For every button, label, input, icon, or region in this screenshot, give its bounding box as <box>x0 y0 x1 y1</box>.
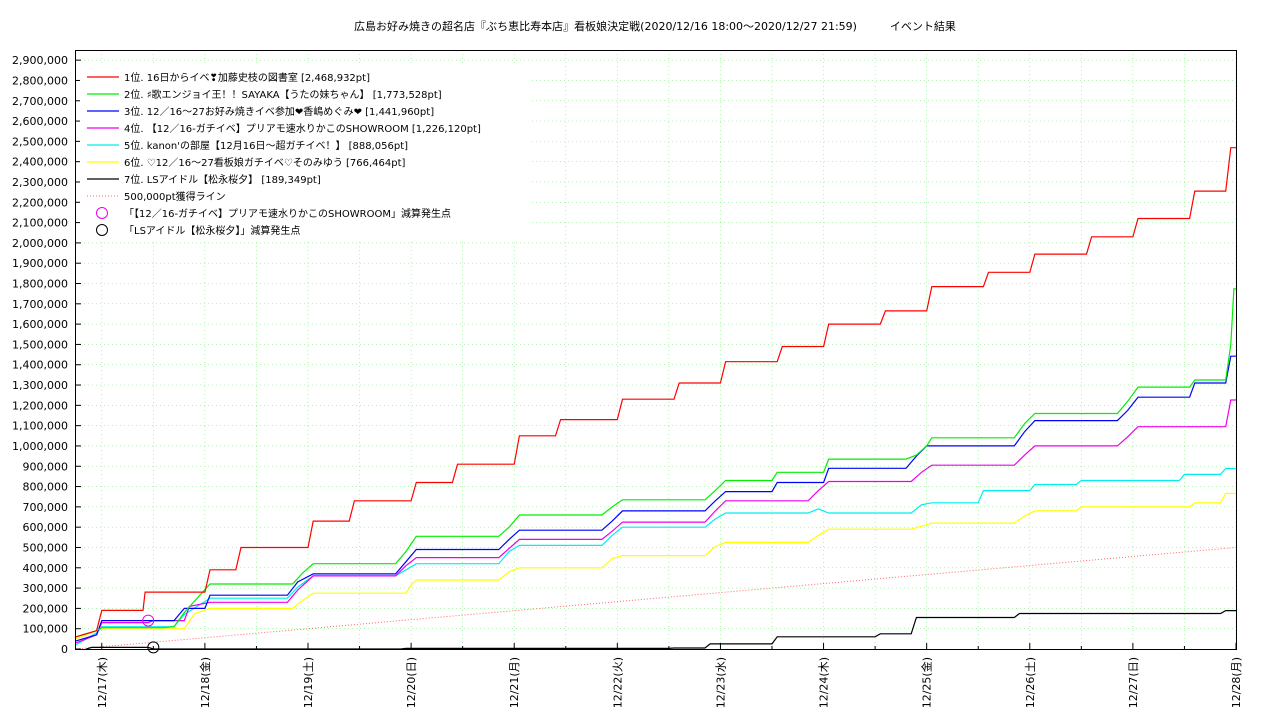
x-axis: 12/17(木) 12/18(金) 12/19(土) 12/20(日) 12/21(月)… <box>96 643 1243 708</box>
y-tick-label: 100,000 <box>23 623 69 636</box>
marker-points <box>142 614 160 654</box>
y-tick-label: 1,600,000 <box>12 318 68 331</box>
y-tick-label: 2,300,000 <box>12 176 68 189</box>
x-tick-label: 12/28(月) <box>1230 657 1243 708</box>
y-tick-label: 1,000,000 <box>12 440 68 453</box>
x-tick-label: 12/20(日) <box>405 657 418 708</box>
y-tick-label: 1,500,000 <box>12 338 68 351</box>
y-tick-label: 700,000 <box>23 501 69 514</box>
plot-frame <box>75 50 1237 650</box>
y-tick-label: 2,100,000 <box>12 217 68 230</box>
series-line-2 <box>75 288 1236 638</box>
y-tick-label: 2,500,000 <box>12 135 68 148</box>
y-tick-label: 2,200,000 <box>12 196 68 209</box>
reference-line <box>75 546 1237 650</box>
x-tick-label: 12/18(金) <box>198 657 212 708</box>
y-axis: 0 100,000 200,000 300,000 400,000 500,000 600,… <box>12 54 81 656</box>
legend-label: 3位. 12／16〜27お好み焼きイベ参加❤香嶋めぐみ❤ [1,441,960p… <box>124 105 434 118</box>
legend: 1位. 16日からイベ❣加藤史枝の図書室 [2,468,932pt] 2位. ♯歌… <box>80 66 532 242</box>
x-tick-label: 12/19(土) <box>302 657 315 708</box>
marker-point-1 <box>142 614 155 627</box>
series-line-4 <box>75 399 1236 644</box>
y-tick-label: 1,300,000 <box>12 379 68 392</box>
y-tick-label: 1,800,000 <box>12 278 68 291</box>
x-tick-label: 12/23(水) <box>714 657 727 708</box>
legend-label: 5位. kanon'の部屋【12月16日〜超ガチイベ！】 [888,056pt] <box>124 139 408 152</box>
grid-lines <box>76 50 1237 649</box>
y-tick-label: 2,900,000 <box>12 54 68 67</box>
y-tick-label: 2,700,000 <box>12 95 68 108</box>
reference-line-500000 <box>75 546 1237 650</box>
x-tick-label: 12/24(木) <box>818 657 831 708</box>
chart-title: 広島お好み焼きの超名店『ぶち恵比寿本店』看板娘決定戦(2020/12/16 18… <box>354 19 956 33</box>
legend-label: 6位. ♡12／16〜27看板娘ガチイベ♡そのみゆう [766,464pt] <box>124 156 406 169</box>
y-tick-label: 1,900,000 <box>12 257 68 270</box>
legend-label: 7位. LSアイドル【松永桜夕】 [189,349pt] <box>124 173 321 186</box>
y-tick-label: 800,000 <box>23 481 69 494</box>
y-tick-label: 400,000 <box>23 562 69 575</box>
x-tick-label: 12/26(土) <box>1024 657 1037 708</box>
y-tick-label: 900,000 <box>23 460 69 473</box>
y-tick-label: 1,100,000 <box>12 420 68 433</box>
legend-marker-swatch <box>96 224 108 236</box>
x-tick-label: 12/27(日) <box>1127 657 1140 708</box>
legend-marker-swatch <box>96 207 108 219</box>
series-line-3 <box>75 355 1236 642</box>
x-tick-label: 12/17(木) <box>96 657 109 708</box>
y-tick-label: 300,000 <box>23 582 69 595</box>
legend-label: 500,000pt獲得ライン <box>124 190 226 203</box>
y-tick-label: 500,000 <box>23 541 69 554</box>
legend-label: 1位. 16日からイベ❣加藤史枝の図書室 [2,468,932pt] <box>124 71 370 84</box>
y-tick-label: 200,000 <box>23 602 69 615</box>
series-line-6 <box>75 492 1236 640</box>
y-tick-label: 2,000,000 <box>12 237 68 250</box>
series-line-1 <box>75 147 1236 638</box>
y-tick-label: 1,700,000 <box>12 298 68 311</box>
y-tick-label: 2,400,000 <box>12 156 68 169</box>
y-tick-label: 2,800,000 <box>12 74 68 87</box>
legend-label: 「【12／16-ガチイベ】プリアモ速水りかこのSHOWROOM」減算発生点 <box>124 207 451 220</box>
x-tick-label: 12/21(月) <box>508 657 521 708</box>
y-tick-label: 1,400,000 <box>12 359 68 372</box>
series-line-5 <box>75 467 1237 646</box>
y-tick-label: 1,200,000 <box>12 399 68 412</box>
legend-box <box>80 66 532 242</box>
y-tick-label: 0 <box>61 643 68 656</box>
marker-point-2 <box>147 641 160 654</box>
x-tick-label: 12/25(金) <box>920 657 934 708</box>
legend-label: 「LSアイドル【松永桜夕】」減算発生点 <box>124 224 300 237</box>
y-tick-label: 600,000 <box>23 521 69 534</box>
x-tick-label: 12/22(火) <box>611 657 624 708</box>
legend-label: 2位. ♯歌エンジョイ王！！SAYAKA【うたの妹ちゃん】 [1,773,528… <box>124 88 442 101</box>
y-tick-label: 2,600,000 <box>12 115 68 128</box>
legend-label: 4位. 【12／16-ガチイベ】プリアモ速水りかこのSHOWROOM [1,22… <box>124 122 481 135</box>
